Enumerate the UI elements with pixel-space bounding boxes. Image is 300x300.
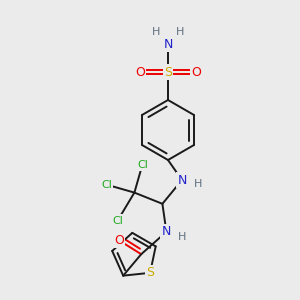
Text: O: O xyxy=(191,65,201,79)
Text: N: N xyxy=(163,38,173,50)
Text: H: H xyxy=(178,232,187,242)
Text: S: S xyxy=(164,65,172,79)
Text: Cl: Cl xyxy=(101,180,112,190)
Text: H: H xyxy=(152,27,160,37)
Text: O: O xyxy=(135,65,145,79)
Text: O: O xyxy=(114,234,124,247)
Text: H: H xyxy=(194,179,202,189)
Text: Cl: Cl xyxy=(137,160,148,170)
Text: H: H xyxy=(176,27,184,37)
Text: N: N xyxy=(177,173,187,187)
Text: S: S xyxy=(146,266,154,279)
Text: Cl: Cl xyxy=(112,216,123,226)
Text: N: N xyxy=(162,225,171,238)
